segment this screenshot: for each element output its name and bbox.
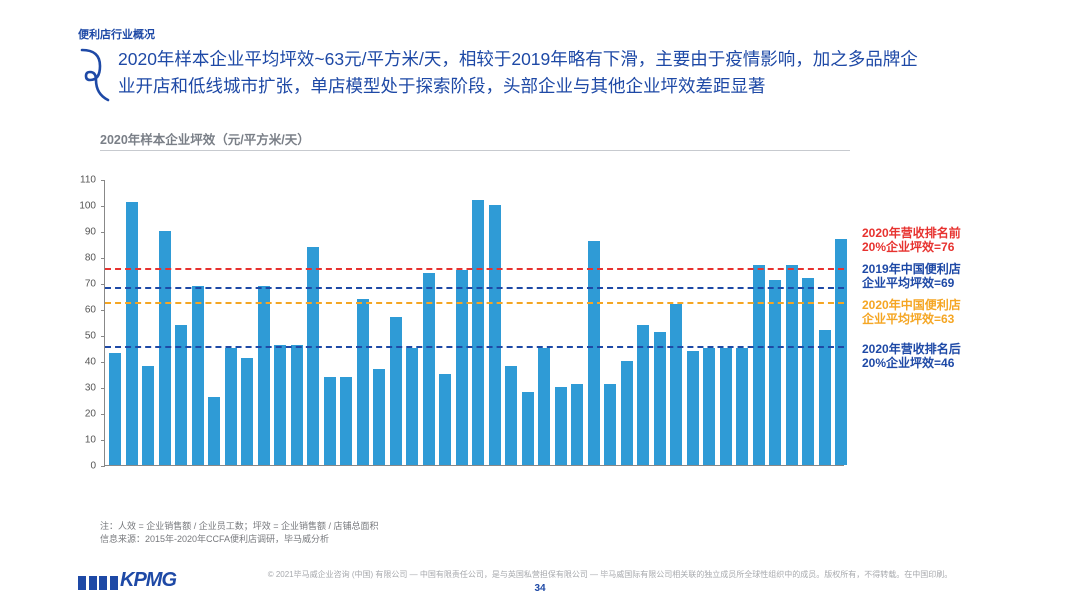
copyright: © 2021毕马威企业咨询 (中国) 有限公司 — 中国有限责任公司，是与英国私… xyxy=(170,569,1050,580)
reference-line xyxy=(105,346,844,348)
y-tick-label: 30 xyxy=(85,383,96,394)
y-tick-label: 0 xyxy=(90,461,96,472)
bar xyxy=(439,374,451,465)
bar xyxy=(340,377,352,465)
reference-line xyxy=(105,287,844,289)
bar xyxy=(324,377,336,465)
bar xyxy=(522,392,534,465)
title-row: 2020年样本企业平均坪效~63元/平方米/天，相较于2019年略有下滑，主要由… xyxy=(78,46,1080,111)
bar xyxy=(819,330,831,465)
footnote-2: 信息来源：2015年-2020年CCFA便利店调研，毕马威分析 xyxy=(100,533,379,546)
bar xyxy=(769,280,781,465)
section-number-icon xyxy=(78,46,110,111)
y-tick-label: 10 xyxy=(85,435,96,446)
y-tick-label: 40 xyxy=(85,357,96,368)
bar xyxy=(274,345,286,465)
bar xyxy=(835,239,847,465)
reference-label: 2020年营收排名后20%企业坪效=46 xyxy=(862,342,961,370)
y-tick-label: 90 xyxy=(85,227,96,238)
reference-line xyxy=(105,268,844,270)
bar xyxy=(720,348,732,465)
page-number: 34 xyxy=(0,583,1080,594)
bar-chart: 0102030405060708090100110 xyxy=(100,180,850,505)
y-tick-label: 50 xyxy=(85,331,96,342)
y-tick-label: 20 xyxy=(85,409,96,420)
chart-title: 2020年样本企业坪效（元/平方米/天） xyxy=(100,129,850,151)
bar xyxy=(208,397,220,465)
bar xyxy=(241,358,253,465)
bar xyxy=(555,387,567,465)
bar xyxy=(621,361,633,465)
bar xyxy=(126,202,138,465)
bar xyxy=(373,369,385,465)
reference-label: 2019年中国便利店企业平均坪效=69 xyxy=(862,262,961,290)
bar xyxy=(142,366,154,465)
breadcrumb: 便利店行业概况 xyxy=(78,26,1080,42)
reference-label: 2020年中国便利店企业平均坪效=63 xyxy=(862,298,961,326)
bar xyxy=(670,304,682,465)
bar xyxy=(225,348,237,465)
bar xyxy=(687,351,699,465)
bar xyxy=(456,270,468,465)
footnote-1: 注：人效 = 企业销售额 / 企业员工数；坪效 = 企业销售额 / 店铺总面积 xyxy=(100,520,379,533)
bar xyxy=(802,278,814,465)
bar xyxy=(538,348,550,465)
bar xyxy=(258,286,270,465)
bar xyxy=(291,345,303,465)
bar xyxy=(307,247,319,465)
y-tick-label: 100 xyxy=(79,201,96,212)
bar xyxy=(703,348,715,465)
bar xyxy=(192,286,204,465)
y-tick-label: 80 xyxy=(85,253,96,264)
bar xyxy=(505,366,517,465)
footnotes: 注：人效 = 企业销售额 / 企业员工数；坪效 = 企业销售额 / 店铺总面积 … xyxy=(100,520,379,546)
y-tick-label: 60 xyxy=(85,305,96,316)
y-tick-label: 70 xyxy=(85,279,96,290)
y-tick-label: 110 xyxy=(80,175,96,186)
bar xyxy=(736,348,748,465)
bar xyxy=(472,200,484,465)
bar xyxy=(654,332,666,465)
bar xyxy=(357,299,369,465)
bar xyxy=(489,205,501,465)
page-title: 2020年样本企业平均坪效~63元/平方米/天，相较于2019年略有下滑，主要由… xyxy=(118,46,918,100)
bar xyxy=(588,241,600,465)
bar xyxy=(109,353,121,465)
bar xyxy=(390,317,402,465)
bar xyxy=(786,265,798,465)
bar xyxy=(571,384,583,465)
bar xyxy=(406,348,418,465)
bar xyxy=(753,265,765,465)
reference-label: 2020年营收排名前20%企业坪效=76 xyxy=(862,226,961,254)
bar xyxy=(604,384,616,465)
reference-line xyxy=(105,302,844,304)
